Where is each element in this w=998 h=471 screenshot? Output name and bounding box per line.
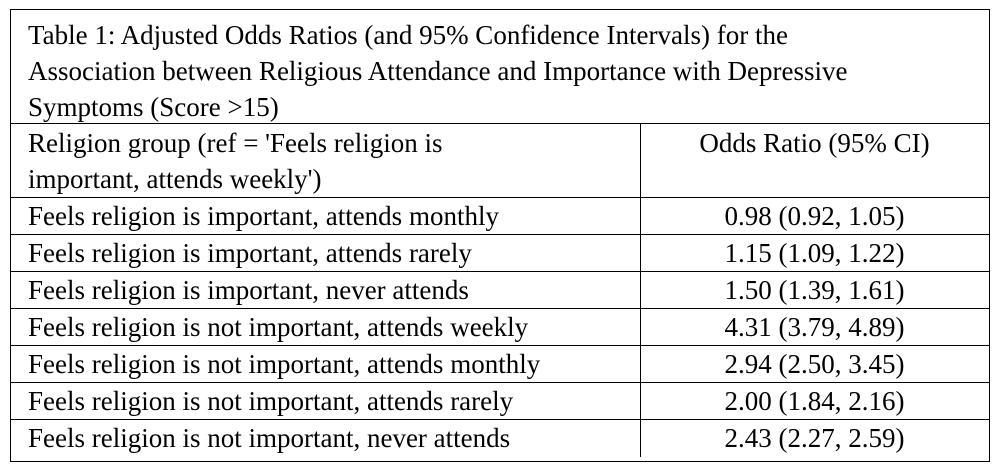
odds-ratio-cell: 1.15 (1.09, 1.22)	[724, 238, 905, 268]
header-odds-ratio: Odds Ratio (95% CI)	[699, 128, 930, 158]
table-row: Feels religion is not important, attends…	[11, 309, 989, 346]
odds-ratio-cell: 2.94 (2.50, 3.45)	[724, 349, 905, 379]
caption-line: Association between Religious Attendance…	[28, 56, 848, 86]
odds-ratio-cell: 4.31 (3.79, 4.89)	[724, 312, 905, 342]
header-religion-group: Religion group (ref = 'Feels religion is…	[11, 124, 641, 197]
religion-group-cell: Feels religion is not important, attends…	[11, 346, 641, 382]
table-row: Feels religion is not important, attends…	[11, 346, 989, 383]
table-row: Feels religion is not important, attends…	[11, 383, 989, 420]
odds-ratio-cell: 1.50 (1.39, 1.61)	[724, 275, 905, 305]
table-row: Feels religion is important, attends rar…	[11, 235, 989, 272]
religion-group-cell: Feels religion is important, attends rar…	[11, 235, 641, 271]
table-row: Feels religion is important, attends mon…	[11, 198, 989, 235]
table-row: Feels religion is not important, never a…	[11, 420, 989, 457]
caption-line: Table 1: Adjusted Odds Ratios (and 95% C…	[28, 20, 788, 50]
religion-group-cell: Feels religion is not important, attends…	[11, 309, 641, 345]
religion-group-cell: Feels religion is important, never atten…	[11, 272, 641, 308]
header-line: Religion group (ref = 'Feels religion is	[28, 128, 443, 158]
table-header-row: Religion group (ref = 'Feels religion is…	[11, 124, 989, 198]
odds-ratio-cell: 2.43 (2.27, 2.59)	[724, 423, 905, 453]
odds-ratio-table: Table 1: Adjusted Odds Ratios (and 95% C…	[10, 9, 990, 462]
caption-line: Symptoms (Score >15)	[28, 92, 279, 122]
odds-ratio-cell: 0.98 (0.92, 1.05)	[724, 201, 905, 231]
religion-group-cell: Feels religion is not important, never a…	[11, 420, 641, 457]
table-row: Feels religion is important, never atten…	[11, 272, 989, 309]
odds-ratio-cell: 2.00 (1.84, 2.16)	[724, 386, 905, 416]
religion-group-cell: Feels religion is important, attends mon…	[11, 198, 641, 234]
religion-group-cell: Feels religion is not important, attends…	[11, 383, 641, 419]
table-caption: Table 1: Adjusted Odds Ratios (and 95% C…	[11, 10, 989, 124]
header-line: important, attends weekly')	[28, 164, 322, 194]
